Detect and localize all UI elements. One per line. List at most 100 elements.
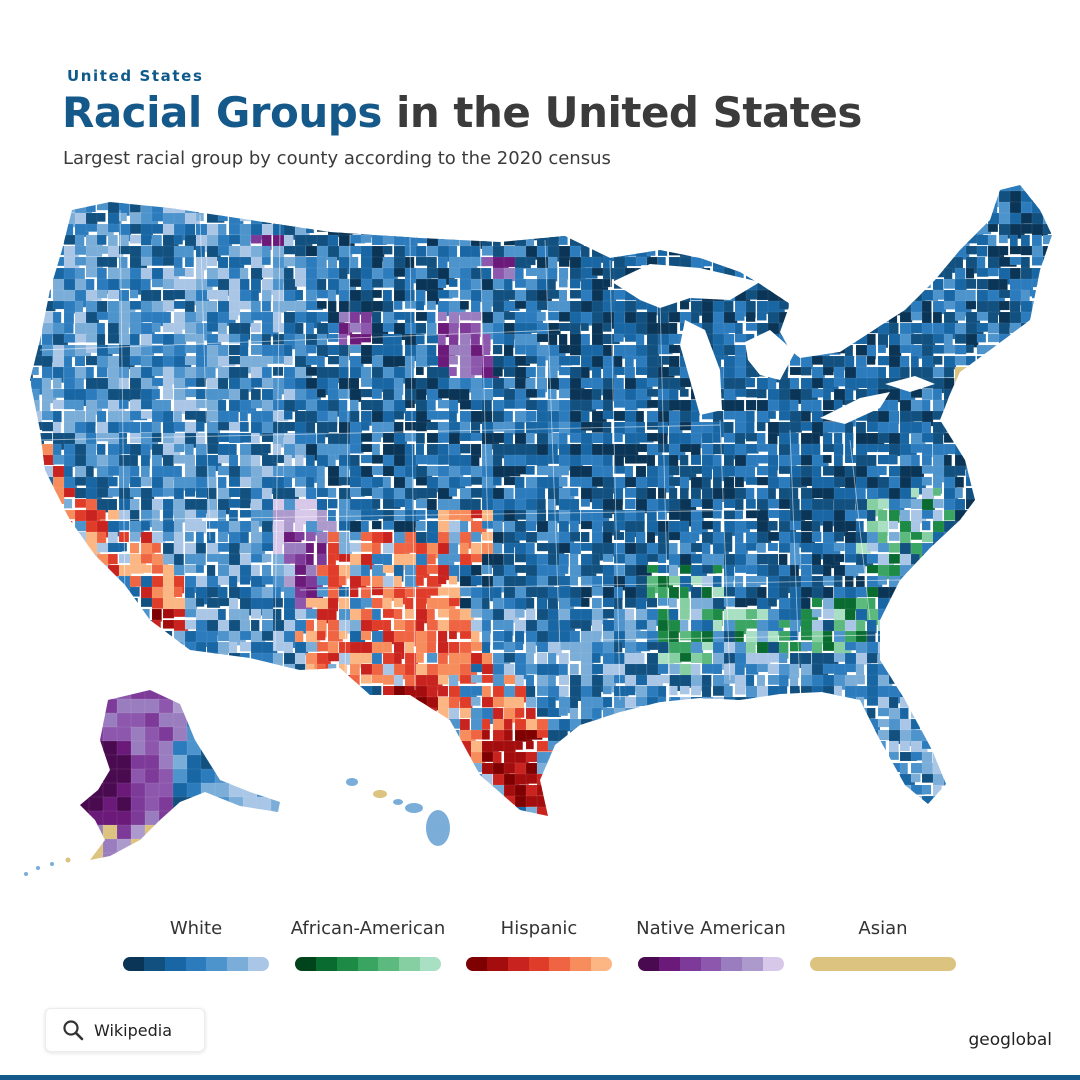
county-cell [206, 311, 220, 324]
county-cell [327, 641, 339, 655]
county-cell [151, 564, 165, 574]
county-cell [228, 707, 245, 718]
county-cell [426, 740, 440, 751]
county-cell [888, 575, 902, 589]
county-cell [778, 696, 797, 709]
county-cell [30, 223, 31, 238]
county-cell [668, 652, 682, 664]
county-cell [866, 630, 876, 643]
county-cell [459, 190, 478, 206]
county-cell [63, 190, 77, 208]
county-cell [514, 509, 528, 520]
county-cell [536, 185, 552, 197]
county-cell [877, 630, 895, 647]
county-cell [481, 399, 493, 412]
county-cell [371, 333, 385, 345]
county-cell [283, 190, 296, 207]
county-cell [162, 476, 175, 489]
county-cell [459, 421, 471, 435]
county-cell [415, 652, 425, 664]
county-cell [844, 696, 857, 707]
county-cell [745, 487, 755, 500]
county-cell [360, 740, 373, 757]
county-cell [921, 674, 937, 684]
county-cell [140, 564, 152, 574]
county-cell [855, 531, 869, 544]
county-cell [525, 410, 537, 422]
county-cell [1054, 235, 1069, 245]
county-cell [998, 685, 1016, 701]
county-cell [20, 576, 28, 591]
county-cell [415, 366, 424, 376]
county-cell [107, 256, 118, 268]
county-cell [96, 608, 110, 627]
county-cell [822, 223, 837, 239]
county-cell [1042, 520, 1052, 532]
county-cell [789, 256, 799, 266]
county-cell [272, 729, 286, 739]
county-cell [503, 410, 514, 423]
county-cell [30, 740, 49, 756]
county-cell [580, 223, 589, 236]
county-cell [547, 190, 557, 207]
county-cell [679, 234, 692, 248]
county-cell [74, 355, 86, 367]
county-cell [382, 212, 400, 225]
county-cell [1009, 421, 1027, 438]
county-cell [789, 245, 806, 263]
county-cell [228, 729, 246, 744]
county-cell [85, 619, 100, 636]
county-cell [734, 740, 749, 751]
county-cell [899, 256, 911, 268]
county-cell [679, 707, 695, 723]
county-cell [569, 498, 580, 512]
county-cell [1009, 333, 1023, 350]
county-cell [129, 185, 142, 192]
county-cell [360, 630, 372, 641]
county-cell [448, 630, 458, 640]
county-cell [855, 212, 870, 226]
county-cell [602, 432, 613, 446]
county-cell [756, 542, 767, 553]
county-cell [789, 443, 800, 456]
county-cell [85, 185, 101, 193]
county-cell [987, 465, 998, 477]
county-cell [800, 185, 811, 189]
county-cell [30, 707, 31, 723]
county-cell [976, 212, 988, 226]
county-cell [965, 300, 977, 310]
county-cell [514, 399, 527, 409]
county-cell [646, 201, 660, 218]
county-cell [1020, 619, 1039, 635]
county-cell [580, 597, 590, 608]
county-cell [404, 311, 415, 324]
county-cell [1042, 355, 1052, 368]
county-cell [921, 707, 932, 721]
county-cell [74, 608, 86, 621]
county-cell [569, 542, 582, 555]
county-cell [1031, 443, 1048, 453]
county-cell [294, 300, 308, 314]
county-cell [987, 399, 1003, 414]
county-cell [30, 718, 49, 732]
county-cell [1020, 289, 1030, 303]
county-cell [85, 586, 96, 596]
county-cell [525, 696, 537, 708]
county-cell [96, 641, 115, 658]
county-cell [690, 223, 702, 242]
county-cell [1054, 334, 1063, 348]
county-cell [558, 751, 574, 763]
county-cell [239, 641, 252, 652]
county-cell [668, 476, 682, 487]
county-cell [789, 729, 804, 741]
county-cell [789, 234, 800, 252]
county-cell [239, 421, 249, 433]
title-rest: in the United States [381, 88, 862, 137]
county-cell [998, 234, 1009, 244]
county-cell [624, 498, 636, 510]
county-cell [1054, 587, 1070, 603]
county-cell [866, 234, 884, 252]
county-cell [657, 212, 676, 222]
county-cell [1042, 685, 1052, 703]
county-cell [360, 333, 372, 343]
